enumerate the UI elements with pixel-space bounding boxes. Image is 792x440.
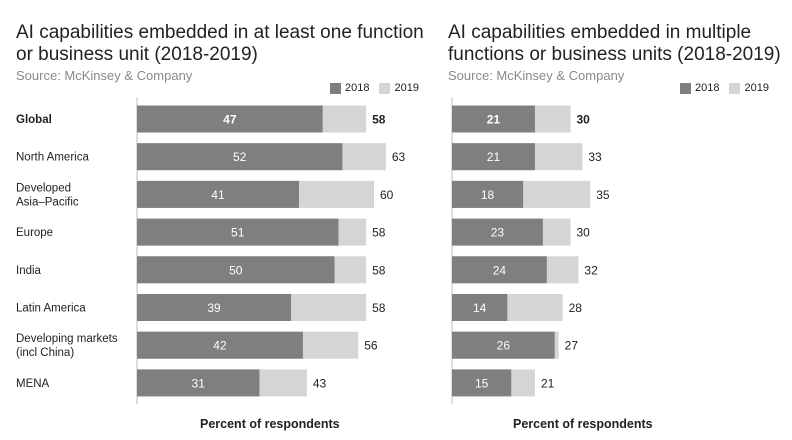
data-label-2018: 42: [213, 339, 227, 353]
category-label-line: Latin America: [16, 303, 86, 315]
data-label-2019: 28: [569, 301, 583, 315]
data-label-2018: 21: [487, 150, 501, 164]
bar-2018: [137, 369, 260, 397]
data-label-2019: 33: [588, 150, 602, 164]
data-label-2018: 51: [231, 226, 245, 240]
bar-2018: [452, 256, 547, 284]
category-label: India: [16, 265, 42, 277]
category-label: Global: [16, 114, 52, 126]
legend-swatch-2019: [379, 82, 391, 94]
chart-plot-left: Global 47 58 North America 52 63 Developed Asia…: [16, 97, 406, 405]
data-label-2018: 39: [207, 301, 221, 315]
data-label-2019: 56: [364, 339, 378, 353]
legend-label-2018: 2018: [695, 82, 720, 94]
category-label: North America: [16, 152, 89, 164]
data-label-2018: 50: [229, 263, 243, 277]
data-label-2019: 58: [372, 226, 386, 240]
bar-2018: [137, 294, 292, 321]
bar-2018: [452, 105, 535, 133]
data-label-2019: 58: [372, 301, 386, 315]
chart-legend: 2018 2019: [680, 82, 769, 94]
legend-label-2019: 2019: [394, 82, 419, 94]
data-label-2019: 58: [372, 263, 386, 277]
bar-2018: [137, 218, 339, 246]
data-label-2019: 27: [565, 339, 579, 353]
bar-2018: [452, 331, 555, 359]
category-label-line: MENA: [16, 378, 50, 390]
chart-legend: 2018 2019: [330, 82, 419, 94]
category-label: Latin America: [16, 303, 86, 315]
legend-swatch-2019: [729, 82, 741, 94]
category-label-line: (incl China): [16, 347, 74, 359]
data-label-2018: 15: [475, 376, 489, 390]
category-label-line: India: [16, 265, 42, 277]
chart-title: AI capabilities embedded in at least one…: [16, 22, 426, 66]
data-label-2018: 41: [211, 188, 225, 202]
data-label-2019: 32: [584, 263, 598, 277]
legend-label-2018: 2018: [345, 82, 370, 94]
data-label-2018: 52: [233, 150, 247, 164]
chart-plot-right: 21 30 21 33 18 35 23 30 24 32 14 28 26 27 15 21: [451, 97, 610, 405]
category-label-line: North America: [16, 152, 89, 164]
bar-2018: [137, 180, 299, 208]
bar-2018: [452, 218, 543, 246]
x-axis-label: Percent of respondents: [200, 417, 340, 431]
data-label-2019: 35: [596, 188, 610, 202]
data-label-2018: 21: [487, 113, 501, 127]
category-label-line: Europe: [16, 227, 53, 239]
bar-2018: [137, 105, 323, 133]
bar-2018: [452, 180, 524, 208]
chart-title-line-1: AI capabilities embedded in at least one…: [16, 22, 424, 43]
data-label-2019: 60: [380, 188, 394, 202]
bar-2018: [137, 256, 335, 284]
legend-label-2019: 2019: [744, 82, 769, 94]
category-label-line: Global: [16, 114, 52, 126]
data-label-2018: 24: [493, 263, 507, 277]
data-label-2018: 26: [497, 339, 511, 353]
chart-title: AI capabilities embedded in multiple fun…: [448, 22, 788, 66]
data-label-2019: 30: [577, 226, 591, 240]
chart-title-line-2: functions or business units (2018-2019): [448, 44, 781, 65]
chart-title-line-2: or business unit (2018-2019): [16, 44, 258, 65]
data-label-2018: 47: [223, 113, 237, 127]
chart-title-line-1: AI capabilities embedded in multiple: [448, 22, 752, 43]
data-label-2018: 14: [473, 301, 487, 315]
bar-2018: [452, 294, 508, 321]
chart-panel-left: AI capabilities embedded in at least one…: [16, 22, 426, 431]
chart-source: Source: McKinsey & Company: [16, 68, 193, 83]
x-axis-label: Percent of respondents: [513, 417, 653, 431]
data-label-2018: 31: [192, 376, 206, 390]
bar-2018: [452, 369, 512, 397]
legend-swatch-2018: [330, 82, 341, 94]
data-label-2018: 23: [491, 226, 505, 240]
legend-swatch-2018: [680, 82, 691, 94]
data-label-2019: 30: [577, 113, 591, 127]
category-label: Developed Asia–Pacific: [16, 182, 79, 208]
data-label-2019: 58: [372, 113, 386, 127]
chart-panel-right: AI capabilities embedded in multiple fun…: [440, 0, 792, 440]
bar-2018: [452, 143, 535, 171]
data-label-2019: 43: [313, 376, 327, 390]
category-label: MENA: [16, 378, 50, 390]
category-label: Europe: [16, 227, 53, 239]
category-label-line: Asia–Pacific: [16, 196, 79, 208]
data-label-2019: 63: [392, 150, 406, 164]
bar-2018: [137, 143, 343, 171]
category-label: Developing markets (incl China): [16, 333, 118, 359]
chart-source: Source: McKinsey & Company: [448, 68, 625, 83]
category-label-line: Developing markets: [16, 333, 118, 345]
bar-2018: [137, 331, 303, 359]
category-label-line: Developed: [16, 182, 71, 194]
data-label-2018: 18: [481, 188, 495, 202]
data-label-2019: 21: [541, 376, 555, 390]
